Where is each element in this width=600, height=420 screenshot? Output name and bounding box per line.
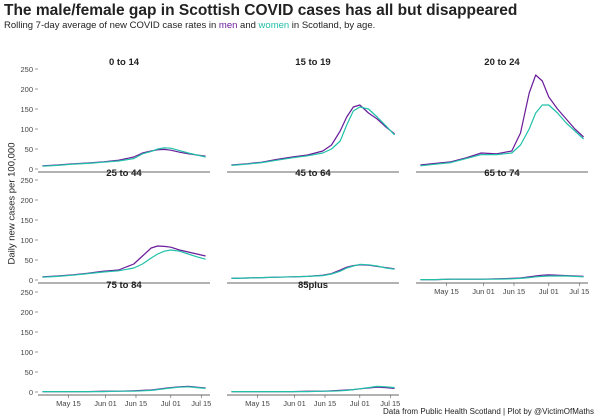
subtitle-mid: and [237, 20, 259, 31]
panel-title: 85plus [298, 280, 328, 291]
y-tick-label: 200 [20, 85, 33, 94]
panel-45-to-64: 45 to 64 [227, 168, 399, 284]
series-line-women [42, 386, 206, 393]
y-tick-label: 0 [29, 276, 33, 285]
subtitle-pre: Rolling 7-day average of new COVID case … [4, 20, 219, 31]
x-tick-label: Jun 15 [503, 287, 526, 296]
panel-title: 0 to 14 [109, 57, 140, 68]
y-tick-label: 100 [20, 236, 33, 245]
chart-subtitle: Rolling 7-day average of new COVID case … [4, 20, 375, 31]
panel-title: 75 to 84 [106, 280, 142, 291]
y-tick-label: 150 [20, 105, 33, 114]
panel-85plus: 85plus May 15 Jun 01 Jun 15 Jul 01 Jul 15 [227, 280, 400, 408]
x-tick-label: Jun 01 [472, 287, 495, 296]
series-line-men [42, 148, 206, 167]
x-tick-label: Jun 15 [314, 399, 337, 408]
y-tick-label: 200 [20, 308, 33, 317]
y-tick-label: 50 [25, 256, 33, 265]
y-tick-label: 0 [29, 388, 33, 397]
panel-title: 20 to 24 [484, 57, 520, 68]
y-tick-label: 200 [20, 196, 33, 205]
panel-75-to-84: 75 to 84 0 50 100 150 200 250 May 15 Jun 01 Jun 1… [20, 280, 211, 408]
series-line-women [231, 385, 395, 393]
y-tick-label: 250 [20, 65, 33, 74]
subtitle-men: men [218, 20, 238, 31]
x-tick-label: Jul 15 [191, 399, 211, 408]
series-line-women [420, 275, 584, 281]
series-line-women [231, 263, 395, 279]
series-line-women [42, 147, 206, 167]
x-tick-label: Jul 01 [161, 399, 181, 408]
x-tick-label: Jul 01 [350, 399, 370, 408]
y-tick-label: 50 [25, 368, 33, 377]
panel-title: 45 to 64 [295, 168, 331, 179]
subtitle-women: women [258, 20, 290, 31]
x-tick-label: May 15 [245, 399, 270, 408]
y-tick-label: 50 [25, 145, 33, 154]
y-tick-label: 150 [20, 328, 33, 337]
panel-title: 65 to 74 [484, 168, 520, 179]
panel-title: 25 to 44 [106, 168, 142, 179]
series-line-men [42, 245, 206, 278]
x-tick-label: May 15 [434, 287, 459, 296]
panel-15-to-19: 15 to 19 [227, 57, 399, 173]
x-tick-label: Jul 01 [539, 287, 559, 296]
panel-20-to-24: 20 to 24 [416, 57, 588, 173]
panel-65-to-74: 65 to 74 May 15 Jun 01 Jun 15 Jul 01 Jul 15 [416, 168, 589, 296]
y-tick-label: 100 [20, 348, 33, 357]
series-line-women [231, 106, 396, 166]
panel-title: 15 to 19 [295, 57, 330, 68]
series-line-men [420, 74, 585, 166]
x-tick-label: May 15 [56, 399, 81, 408]
y-tick-label: 0 [29, 165, 33, 174]
source-caption: Data from Public Health Scotland | Plot … [382, 407, 594, 416]
x-tick-label: Jul 15 [380, 399, 400, 408]
x-tick-label: Jun 15 [125, 399, 148, 408]
series-line-women [420, 104, 585, 167]
series-line-men [231, 104, 395, 166]
subtitle-post: in Scotland, by age. [289, 20, 376, 31]
x-tick-label: Jul 15 [569, 287, 589, 296]
y-tick-label: 250 [20, 288, 33, 297]
y-tick-label: 100 [20, 125, 33, 134]
series-line-women [42, 249, 206, 278]
panel-25-to-44: 25 to 44 0 50 100 150 200 250 [20, 168, 210, 285]
y-tick-label: 250 [20, 176, 33, 185]
x-tick-label: Jun 01 [94, 399, 117, 408]
panel-0-to-14: 0 to 14 0 50 100 150 200 250 [20, 57, 210, 174]
y-tick-label: 150 [20, 216, 33, 225]
chart-title: The male/female gap in Scottish COVID ca… [4, 2, 518, 19]
x-tick-label: Jun 01 [283, 399, 306, 408]
